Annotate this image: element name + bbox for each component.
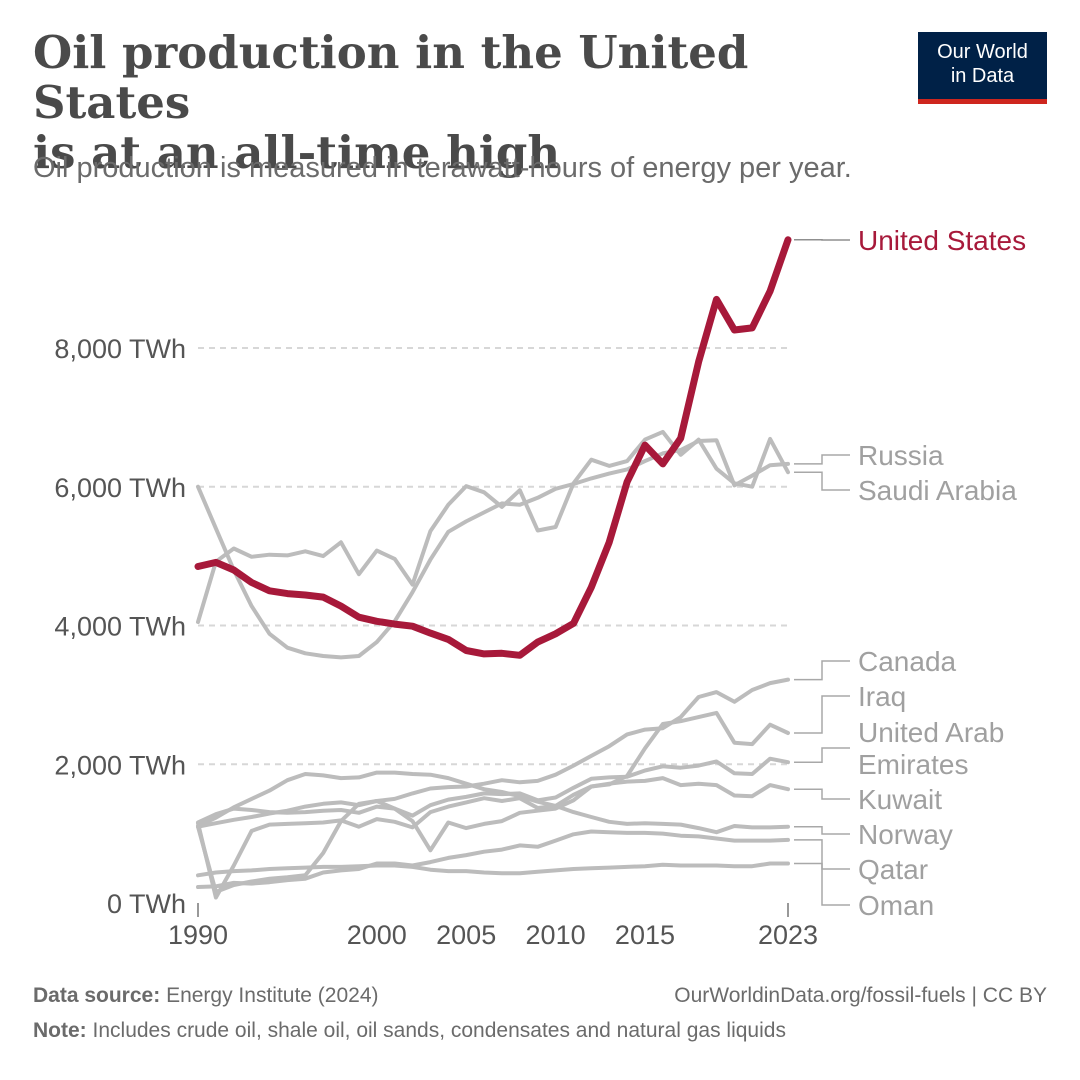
series-line-united-states bbox=[194, 236, 792, 659]
series-line-iraq bbox=[196, 710, 790, 894]
series-label-line: Qatar bbox=[858, 854, 928, 885]
series-line-canada bbox=[196, 677, 790, 829]
y-tick-label: 8,000 TWh bbox=[54, 334, 186, 364]
chart-title-line-2: is at an all-time high bbox=[33, 126, 561, 179]
label-connector-oman bbox=[794, 862, 850, 906]
y-tick-label: 0 TWh bbox=[107, 889, 186, 919]
note-label: Note: bbox=[33, 1019, 87, 1042]
chart-title-line-1: Oil production in the United States bbox=[33, 26, 749, 129]
series-line-saudi-arabia bbox=[196, 429, 790, 624]
series-label-oman: Oman bbox=[858, 890, 934, 921]
label-connector-united-arab-emirates bbox=[794, 747, 850, 763]
series-line-qatar bbox=[196, 829, 790, 889]
x-tick-label: 2023 bbox=[758, 920, 818, 950]
label-connector-norway bbox=[794, 825, 850, 835]
series-line-norway bbox=[196, 770, 790, 835]
note-text: Includes crude oil, shale oil, oil sands… bbox=[92, 1019, 786, 1042]
series-label-line: Russia bbox=[858, 440, 944, 471]
series-label-line: Emirates bbox=[858, 749, 968, 780]
label-connector-qatar bbox=[794, 839, 850, 870]
series-label-united-arab-emirates: United Arab Emirates bbox=[858, 717, 1004, 780]
line-chart: 0 TWh 2,000 TWh 4,000 TWh 6,000 TWh 8,000 TW… bbox=[54, 225, 1026, 950]
source-url-link[interactable]: OurWorldinData.org/fossil-fuels | CC BY bbox=[674, 984, 1047, 1007]
series-label-norway: Norway bbox=[858, 819, 953, 850]
y-tick-label: 2,000 TWh bbox=[54, 750, 186, 780]
series-label-line: Kuwait bbox=[858, 784, 942, 815]
series-label-qatar: Qatar bbox=[858, 854, 928, 885]
label-connector-kuwait bbox=[794, 788, 850, 800]
x-tick-label: 1990 bbox=[168, 920, 228, 950]
series-line-united-arab-emirates bbox=[196, 756, 790, 825]
x-tick-label: 2010 bbox=[526, 920, 586, 950]
series-label-line: Saudi Arabia bbox=[858, 475, 1017, 506]
series-label-line: Oman bbox=[858, 890, 934, 921]
chart-note: Note: Includes crude oil, shale oil, oil… bbox=[33, 1019, 786, 1043]
chart-subtitle: Oil production is measured in terawatt-h… bbox=[33, 152, 852, 184]
owid-logo[interactable]: Our World in Data bbox=[918, 32, 1047, 104]
label-connector-saudi-arabia bbox=[794, 471, 850, 491]
label-connector-russia bbox=[794, 454, 850, 465]
x-tick-label: 2015 bbox=[615, 920, 675, 950]
series-label-line: United Arab bbox=[858, 717, 1004, 748]
series-label-russia: Russia bbox=[858, 440, 944, 471]
x-tick-label: 2005 bbox=[436, 920, 496, 950]
series-label-kuwait: Kuwait bbox=[858, 784, 942, 815]
y-tick-label: 4,000 TWh bbox=[54, 612, 186, 642]
series-label-line: Iraq bbox=[858, 681, 906, 712]
logo-line-2: in Data bbox=[950, 65, 1015, 87]
series-label-saudi-arabia: Saudi Arabia bbox=[858, 475, 1017, 506]
series-label-line: United States bbox=[858, 225, 1026, 256]
data-source-text: Energy Institute (2024) bbox=[166, 984, 379, 1007]
data-source-note: Data source: Energy Institute (2024) bbox=[33, 984, 379, 1008]
chart-title: Oil production in the United States is a… bbox=[33, 28, 893, 178]
y-tick-label: 6,000 TWh bbox=[54, 473, 186, 503]
series-label-canada: Canada bbox=[858, 646, 957, 677]
label-connector-iraq bbox=[794, 695, 850, 734]
series-label-united-states: United States bbox=[858, 225, 1026, 256]
label-connector-canada bbox=[794, 660, 850, 681]
series-line-kuwait bbox=[196, 776, 790, 900]
data-source-label: Data source: bbox=[33, 984, 161, 1007]
x-tick-label: 2000 bbox=[347, 920, 407, 950]
logo-line-1: Our World bbox=[937, 41, 1028, 63]
series-label-line: Norway bbox=[858, 819, 953, 850]
series-line-oman bbox=[196, 861, 790, 878]
series-label-iraq: Iraq bbox=[858, 681, 906, 712]
series-label-line: Canada bbox=[858, 646, 957, 677]
